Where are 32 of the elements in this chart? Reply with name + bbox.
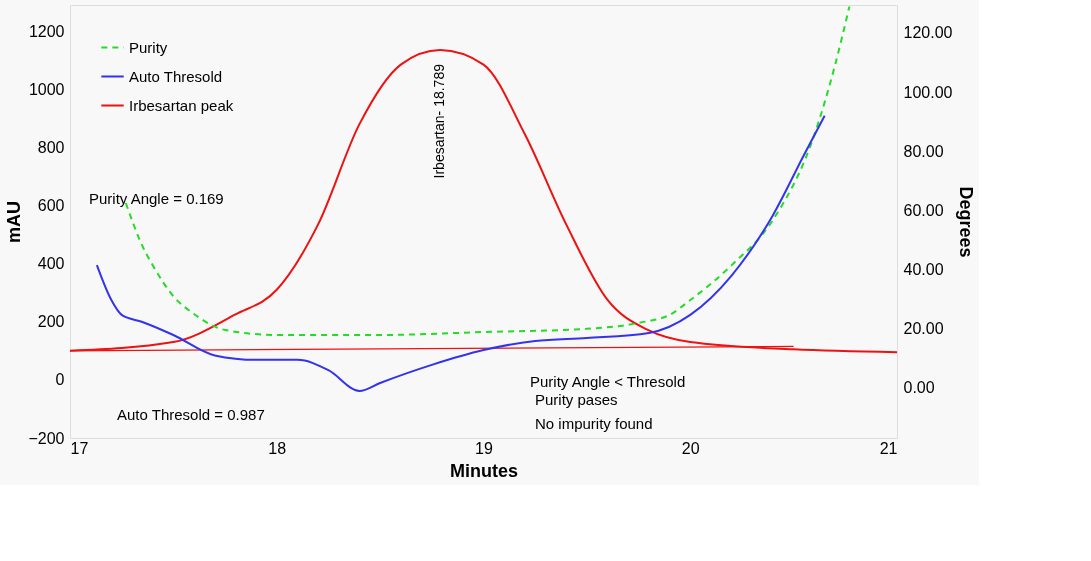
y2-tick-label: 120.00 xyxy=(903,24,953,42)
y-tick-label: 0 xyxy=(55,371,65,389)
x-tick-label: 19 xyxy=(475,439,493,457)
annotation: Irbesartan- 18.789 xyxy=(430,63,447,179)
annotation: Purity Angle = 0.169 xyxy=(89,190,224,207)
y2-tick-label: 100.00 xyxy=(903,83,953,101)
y2-tick-label: 80.00 xyxy=(903,142,944,160)
x-tick-label: 18 xyxy=(268,439,287,457)
y-tick-label: 1000 xyxy=(28,80,65,98)
annotation: Auto Thresold = 0.987 xyxy=(117,406,265,423)
x-axis-title: Minutes xyxy=(449,460,519,481)
legend-label: Purity xyxy=(129,38,168,56)
y-tick-label: 400 xyxy=(37,255,65,273)
y-axis-title: mAU xyxy=(4,200,25,244)
y2-axis-title: Degrees xyxy=(956,186,977,258)
x-tick-label: 21 xyxy=(879,439,898,457)
annotation: Purity Angle < Thresold xyxy=(530,373,686,390)
y2-tick-label: 40.00 xyxy=(903,261,944,279)
annotation: Purity pases xyxy=(535,391,618,408)
y-tick-label: 1200 xyxy=(28,22,65,40)
annotation: No impurity found xyxy=(535,415,653,432)
y2-tick-label: 0.00 xyxy=(903,379,935,397)
y2-tick-label: 20.00 xyxy=(903,320,944,338)
x-tick-label: 20 xyxy=(681,439,700,457)
y-tick-label: 600 xyxy=(37,197,65,215)
legend-label: Irbesartan peak xyxy=(129,96,234,114)
x-tick-label: 17 xyxy=(70,439,89,457)
y-tick-label: 800 xyxy=(37,138,65,156)
y-tick-label: −200 xyxy=(28,429,65,447)
legend-label: Auto Thresold xyxy=(129,67,223,85)
y2-tick-label: 60.00 xyxy=(903,201,944,219)
y-tick-label: 200 xyxy=(37,313,65,331)
